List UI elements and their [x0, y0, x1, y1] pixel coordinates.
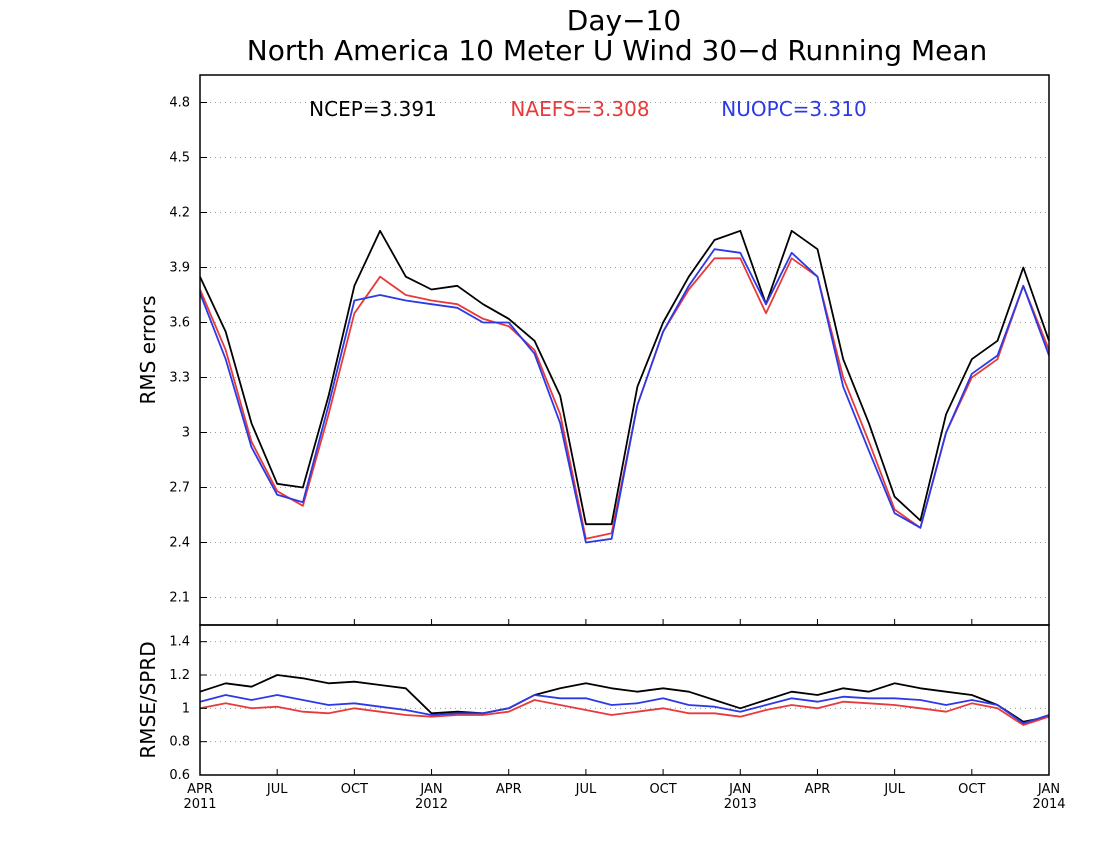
bottom-panel-y-ticks: 0.6 0.8 1 1.2 1.4 [169, 635, 207, 783]
chart-subtitle: North America 10 Meter U Wind 30−d Runni… [247, 34, 988, 67]
top-panel-y-label: RMS errors [136, 295, 160, 404]
x-tick-year-label: 2013 [724, 797, 757, 812]
series-line-ratio-0 [199, 674, 1050, 723]
y-tick-label: 3.3 [169, 371, 190, 386]
x-tick-label: JAN [728, 782, 751, 797]
x-tick-label: JUL [883, 782, 905, 797]
legend-entry: NCEP=3.391 [309, 97, 437, 121]
x-tick-label: APR [805, 782, 831, 797]
series-line-ratio-1 [199, 699, 1050, 726]
bottom-panel-series [199, 674, 1050, 726]
x-tick-label: APR [496, 782, 522, 797]
bottom-panel-frame [199, 624, 1050, 776]
y-tick-label: 3 [182, 426, 190, 441]
y-tick-label: 2.4 [169, 536, 190, 551]
x-tick-label: JUL [575, 782, 597, 797]
x-tick-label: OCT [958, 782, 985, 797]
series-line-ratio-2 [199, 694, 1050, 725]
x-tick-label: JUL [266, 782, 288, 797]
top-panel-y-ticks: 2.1 2.4 2.7 3 3.3 3.6 3.9 4.2 4.5 4.8 [169, 96, 207, 606]
x-tick-year-label: 2012 [415, 797, 448, 812]
y-tick-label: 0.6 [169, 768, 190, 783]
legend: NCEP=3.391 NAEFS=3.308 NUOPC=3.310 [309, 97, 867, 121]
series-line-rms-2 [199, 248, 1050, 544]
x-tick-label: JAN [1037, 782, 1060, 797]
y-tick-label: 4.5 [169, 151, 190, 166]
y-tick-label: 0.8 [169, 735, 190, 750]
x-tick-label: APR [187, 782, 213, 797]
chart-title: Day−10 [567, 4, 681, 37]
bottom-panel-grid [200, 641, 1049, 743]
y-tick-label: 2.7 [169, 481, 190, 496]
x-tick-year-label: 2011 [183, 797, 216, 812]
y-tick-label: 1.4 [169, 635, 190, 650]
top-panel-frame [199, 74, 1050, 626]
x-tick-label: OCT [341, 782, 368, 797]
x-tick-label: JAN [419, 782, 442, 797]
legend-entry: NUOPC=3.310 [721, 97, 866, 121]
y-tick-label: 3.9 [169, 261, 190, 276]
y-tick-label: 3.6 [169, 316, 190, 331]
x-tick-year-label: 2014 [1032, 797, 1065, 812]
y-tick-label: 1 [182, 701, 190, 716]
series-line-rms-0 [199, 229, 1050, 526]
y-tick-label: 4.2 [169, 206, 190, 221]
y-tick-label: 2.1 [169, 591, 190, 606]
y-tick-label: 1.2 [169, 668, 190, 683]
y-tick-label: 4.8 [169, 96, 190, 111]
legend-entry: NAEFS=3.308 [510, 97, 649, 121]
top-panel-series [199, 229, 1050, 544]
x-tick-label: OCT [649, 782, 676, 797]
bottom-panel-y-label: RMSE/SPRD [136, 641, 160, 758]
